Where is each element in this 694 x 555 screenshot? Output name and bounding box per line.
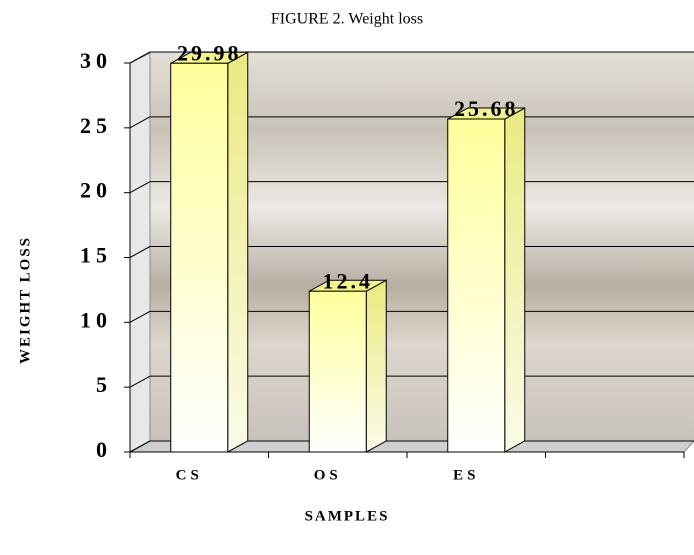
bar-face xyxy=(309,291,366,452)
bar-face xyxy=(448,119,505,452)
x-tick-label: ES xyxy=(453,467,479,483)
chart: FIGURE 2. Weight loss SAMPLES WEIGHT LOS… xyxy=(0,0,694,555)
y-tick-label: 25 xyxy=(80,113,112,138)
bar-face xyxy=(366,280,386,452)
y-tick-label: 20 xyxy=(80,178,112,203)
bar-face xyxy=(228,52,248,452)
bar-face xyxy=(171,63,228,452)
y-tick-label: 15 xyxy=(80,243,112,268)
value-label: 12.4 xyxy=(323,268,374,293)
bar xyxy=(448,108,525,452)
y-axis-title: WEIGHT LOSS xyxy=(17,236,33,364)
bar xyxy=(309,280,386,452)
value-label: 25.68 xyxy=(454,96,519,121)
x-tick-label: CS xyxy=(176,467,203,483)
y-tick-label: 0 xyxy=(96,437,112,462)
bar xyxy=(171,52,248,452)
value-label: 29.98 xyxy=(177,40,242,65)
bar-face xyxy=(505,108,525,452)
x-tick-label: OS xyxy=(314,467,342,483)
chart-title: FIGURE 2. Weight loss xyxy=(271,11,423,28)
y-tick-label: 10 xyxy=(80,307,112,332)
y-tick-label: 30 xyxy=(80,48,112,73)
x-axis-title: SAMPLES xyxy=(305,508,390,524)
y-tick-label: 5 xyxy=(96,372,112,397)
